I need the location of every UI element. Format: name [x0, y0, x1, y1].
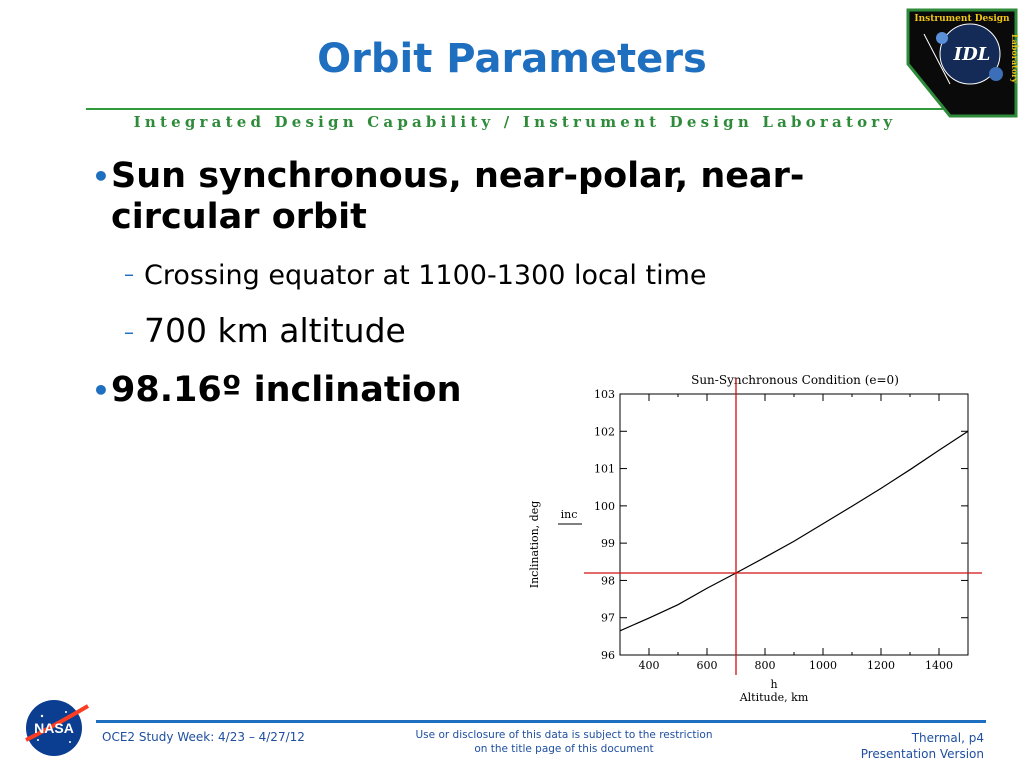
bullet-orbit-type-text: Sun synchronous, near-polar, near-circul… [111, 156, 805, 237]
chart-title: Sun-Synchronous Condition (e=0) [691, 373, 899, 387]
reference-lines [584, 378, 982, 675]
x-tick-label: 1000 [809, 659, 837, 672]
x-tick-label: 1200 [867, 659, 895, 672]
footer-divider [96, 720, 986, 723]
x-axis-label: Altitude, km [739, 691, 809, 704]
footer-version: Presentation Version [860, 747, 984, 761]
x-tick-label: 600 [697, 659, 718, 672]
y-axis-symbol: inc [561, 508, 578, 521]
inclination-curve [619, 430, 969, 632]
y-tick-label: 96 [601, 649, 615, 662]
logo-text-right: Laboratory [1010, 34, 1020, 83]
subitem-equator-crossing-text: Crossing equator at 1100-1300 local time [144, 260, 707, 291]
footer-page-info: Thermal, p4 Presentation Version [861, 730, 984, 762]
dash-marker: – [124, 262, 134, 286]
y-tick-label: 97 [601, 612, 615, 625]
x-axis-symbol: h [770, 678, 777, 691]
footer-study-week: OCE2 Study Week: 4/23 – 4/27/12 [102, 730, 305, 744]
y-tick-label: 102 [594, 425, 615, 438]
y-axis-label: Inclination, deg [528, 501, 541, 589]
axis-ticks [619, 393, 969, 656]
footer-disclosure: Use or disclosure of this data is subjec… [415, 729, 713, 755]
logo-monogram: IDL [953, 44, 991, 65]
y-tick-label: 98 [601, 574, 615, 587]
bullet-inclination: • 98.16º inclination [92, 370, 462, 411]
slide-title: Orbit Parameters [317, 36, 707, 82]
y-tick-label: 100 [594, 500, 615, 513]
slide-subtitle: Integrated Design Capability / Instrumen… [133, 113, 897, 131]
sun-synchronous-chart: Sun-Synchronous Condition (e=0) 400 600 80… [528, 373, 982, 704]
nasa-logo-icon: NASA [25, 700, 90, 756]
title-divider [86, 108, 944, 110]
footer-page-label: Thermal, p4 [911, 731, 984, 745]
nasa-logo-text: NASA [34, 720, 74, 736]
plot-frame [619, 393, 969, 656]
idl-logo-icon: Instrument Design Laboratory IDL [906, 8, 1020, 118]
x-tick-label: 400 [639, 659, 660, 672]
bullet-marker: • [92, 160, 110, 193]
y-tick-label: 99 [601, 537, 615, 550]
bullet-orbit-type: • Sun synchronous, near-polar, near-circ… [92, 156, 932, 238]
x-tick-label: 1400 [925, 659, 953, 672]
dash-marker: – [124, 320, 134, 344]
subitem-altitude: –700 km altitude [124, 312, 406, 351]
y-tick-label: 103 [594, 388, 615, 401]
subitem-altitude-text: 700 km altitude [144, 311, 406, 350]
bullet-inclination-text: 98.16º inclination [111, 370, 462, 410]
y-tick-label: 101 [594, 463, 615, 476]
axis-tick-labels: 400 600 800 1000 1200 1400 96 97 98 99 100 101 102 10… [594, 388, 953, 672]
logo-text-top: Instrument Design [914, 14, 1010, 24]
x-tick-label: 800 [755, 659, 776, 672]
subitem-equator-crossing: – Crossing equator at 1100-1300 local tim… [124, 258, 707, 292]
bullet-marker: • [92, 374, 110, 407]
